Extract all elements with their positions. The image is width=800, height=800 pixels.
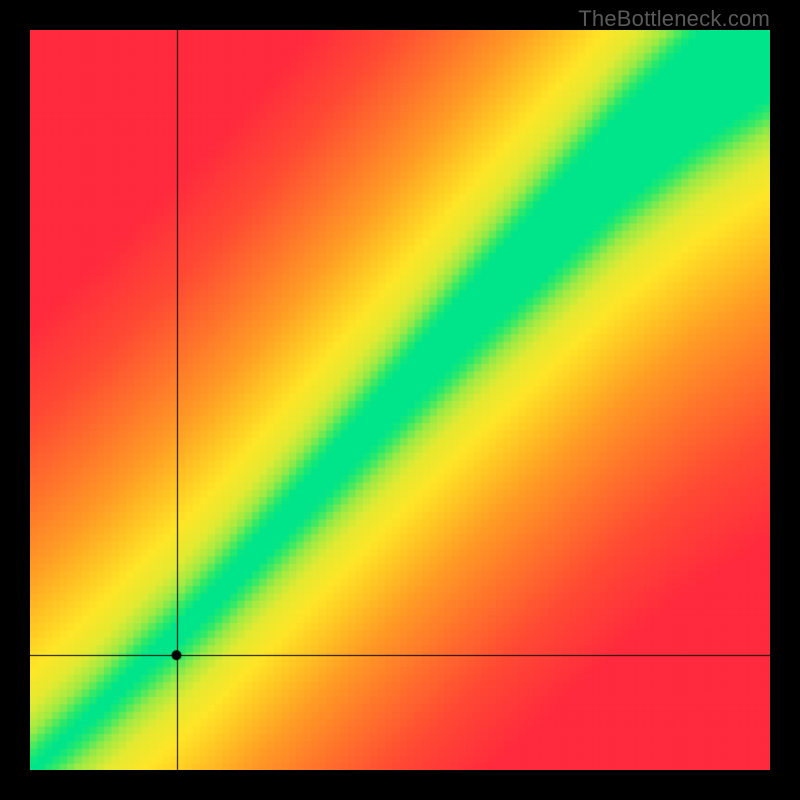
overlay-canvas: [30, 30, 770, 770]
watermark-text: TheBottleneck.com: [578, 6, 770, 32]
heatmap-plot: [30, 30, 770, 770]
